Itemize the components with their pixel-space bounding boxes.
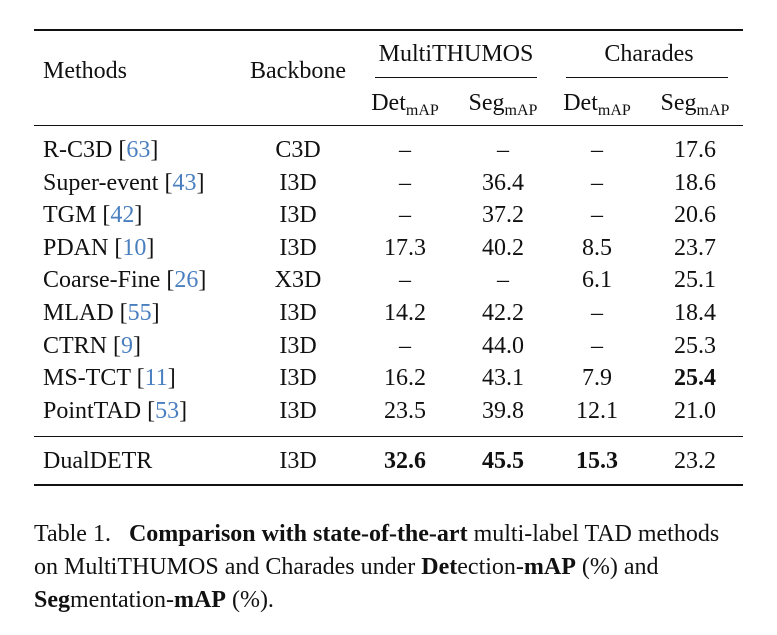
cell-ch-seg: 23.7 xyxy=(674,234,716,261)
multithumos-underline xyxy=(375,77,537,78)
cell-mt-det: 16.2 xyxy=(384,365,426,392)
cell-ch-seg: 23.2 xyxy=(674,448,716,474)
cell-ch-seg: 18.4 xyxy=(674,300,716,326)
method-cell: CTRN [9] xyxy=(43,332,142,359)
cell-mt-det: – xyxy=(399,202,411,229)
citation-link[interactable]: 10 xyxy=(122,234,147,261)
final-row-rule xyxy=(34,436,743,437)
cell-mt-det: 14.2 xyxy=(384,300,426,326)
cell-ch-seg: 20.6 xyxy=(674,202,716,229)
method-name: MS-TCT xyxy=(43,365,131,392)
cell-backbone: I3D xyxy=(279,234,317,261)
method-name: R-C3D xyxy=(43,137,113,163)
caption-label: Table 1. xyxy=(34,521,111,547)
method-cell: PDAN [10] xyxy=(43,234,155,261)
cell-mt-seg: 42.2 xyxy=(482,300,524,326)
method-name: TGM xyxy=(43,202,97,229)
citation-link[interactable]: 43 xyxy=(172,169,197,196)
header-methods: Methods xyxy=(43,58,127,84)
cell-mt-seg: 45.5 xyxy=(482,448,524,474)
cell-mt-seg: – xyxy=(497,267,509,294)
method-cell: Super-event [43] xyxy=(43,169,205,196)
citation-link[interactable]: 53 xyxy=(155,397,180,424)
cell-backbone: C3D xyxy=(275,137,321,163)
citation-link[interactable]: 26 xyxy=(174,267,199,294)
method-name: Super-event xyxy=(43,169,159,196)
citation-link[interactable]: 9 xyxy=(121,332,134,359)
cell-backbone: I3D xyxy=(279,300,317,326)
method-name: MLAD xyxy=(43,300,114,326)
cell-backbone: I3D xyxy=(279,397,317,424)
cell-backbone: I3D xyxy=(279,202,317,229)
cell-ch-seg: 25.4 xyxy=(674,365,716,392)
method-cell: MS-TCT [11] xyxy=(43,365,176,392)
cell-ch-seg: 18.6 xyxy=(674,169,716,196)
cell-backbone: I3D xyxy=(279,365,317,392)
cell-mt-seg: 36.4 xyxy=(482,169,524,196)
method-cell: R-C3D [63] xyxy=(43,137,159,163)
table-caption: Table 1. Comparison with state-of-the-ar… xyxy=(34,521,720,613)
cell-mt-seg: 40.2 xyxy=(482,234,524,261)
charades-underline xyxy=(566,77,728,78)
cell-ch-det: 8.5 xyxy=(582,234,612,261)
cell-mt-seg: – xyxy=(497,137,509,163)
cell-backbone: I3D xyxy=(279,332,317,359)
cell-mt-det: – xyxy=(399,332,411,359)
method-cell: MLAD [55] xyxy=(43,300,160,326)
method-name: Coarse-Fine xyxy=(43,267,161,294)
cell-backbone: I3D xyxy=(279,169,317,196)
citation-link[interactable]: 63 xyxy=(126,137,151,163)
citation-link[interactable]: 42 xyxy=(110,202,135,229)
citation-link[interactable]: 11 xyxy=(144,365,168,392)
cell-ch-det: – xyxy=(591,169,603,196)
cell-ch-det: – xyxy=(591,300,603,326)
cell-mt-seg: 43.1 xyxy=(482,365,524,392)
cell-mt-det: 32.6 xyxy=(384,448,426,474)
cell-mt-seg: 44.0 xyxy=(482,332,524,359)
cell-backbone: X3D xyxy=(274,267,322,294)
cell-ch-seg: 25.3 xyxy=(674,332,716,359)
header-rule xyxy=(34,125,743,126)
method-name: CTRN xyxy=(43,332,108,359)
header-mt-seg: SegmAP xyxy=(468,90,538,119)
method-name: DualDETR xyxy=(43,448,153,474)
method-name: PointTAD xyxy=(43,397,142,424)
cell-ch-det: – xyxy=(591,202,603,229)
cell-mt-det: 17.3 xyxy=(384,234,426,261)
citation-link[interactable]: 55 xyxy=(127,300,152,326)
method-cell: PointTAD [53] xyxy=(43,397,188,424)
method-cell: DualDETR xyxy=(43,447,152,475)
header-ch-seg: SegmAP xyxy=(660,90,730,119)
cell-mt-det: – xyxy=(399,137,411,163)
cell-ch-det: 7.9 xyxy=(582,365,612,392)
cell-ch-det: 15.3 xyxy=(576,448,618,474)
method-cell: Coarse-Fine [26] xyxy=(43,267,207,294)
cell-ch-det: 12.1 xyxy=(576,397,618,424)
cell-ch-det: – xyxy=(591,332,603,359)
cell-ch-seg: 25.1 xyxy=(674,267,716,294)
cell-mt-det: – xyxy=(399,267,411,294)
cell-mt-seg: 39.8 xyxy=(482,397,524,424)
cell-mt-det: – xyxy=(399,169,411,196)
cell-mt-det: 23.5 xyxy=(384,397,426,424)
cell-ch-det: 6.1 xyxy=(582,267,612,294)
method-cell: TGM [42] xyxy=(43,202,143,229)
cell-ch-det: – xyxy=(591,137,603,163)
cell-ch-seg: 17.6 xyxy=(674,137,716,163)
header-ch-det: DetmAP xyxy=(563,90,631,119)
cell-mt-seg: 37.2 xyxy=(482,202,524,229)
header-group-charades: Charades xyxy=(604,41,694,67)
top-rule xyxy=(34,29,743,31)
bottom-rule xyxy=(34,484,743,486)
cell-backbone: I3D xyxy=(279,448,317,474)
method-name: PDAN xyxy=(43,234,109,261)
header-mt-det: DetmAP xyxy=(371,90,439,119)
cell-ch-seg: 21.0 xyxy=(674,397,716,424)
header-group-multithumos: MultiTHUMOS xyxy=(378,41,534,67)
header-backbone: Backbone xyxy=(250,58,346,84)
